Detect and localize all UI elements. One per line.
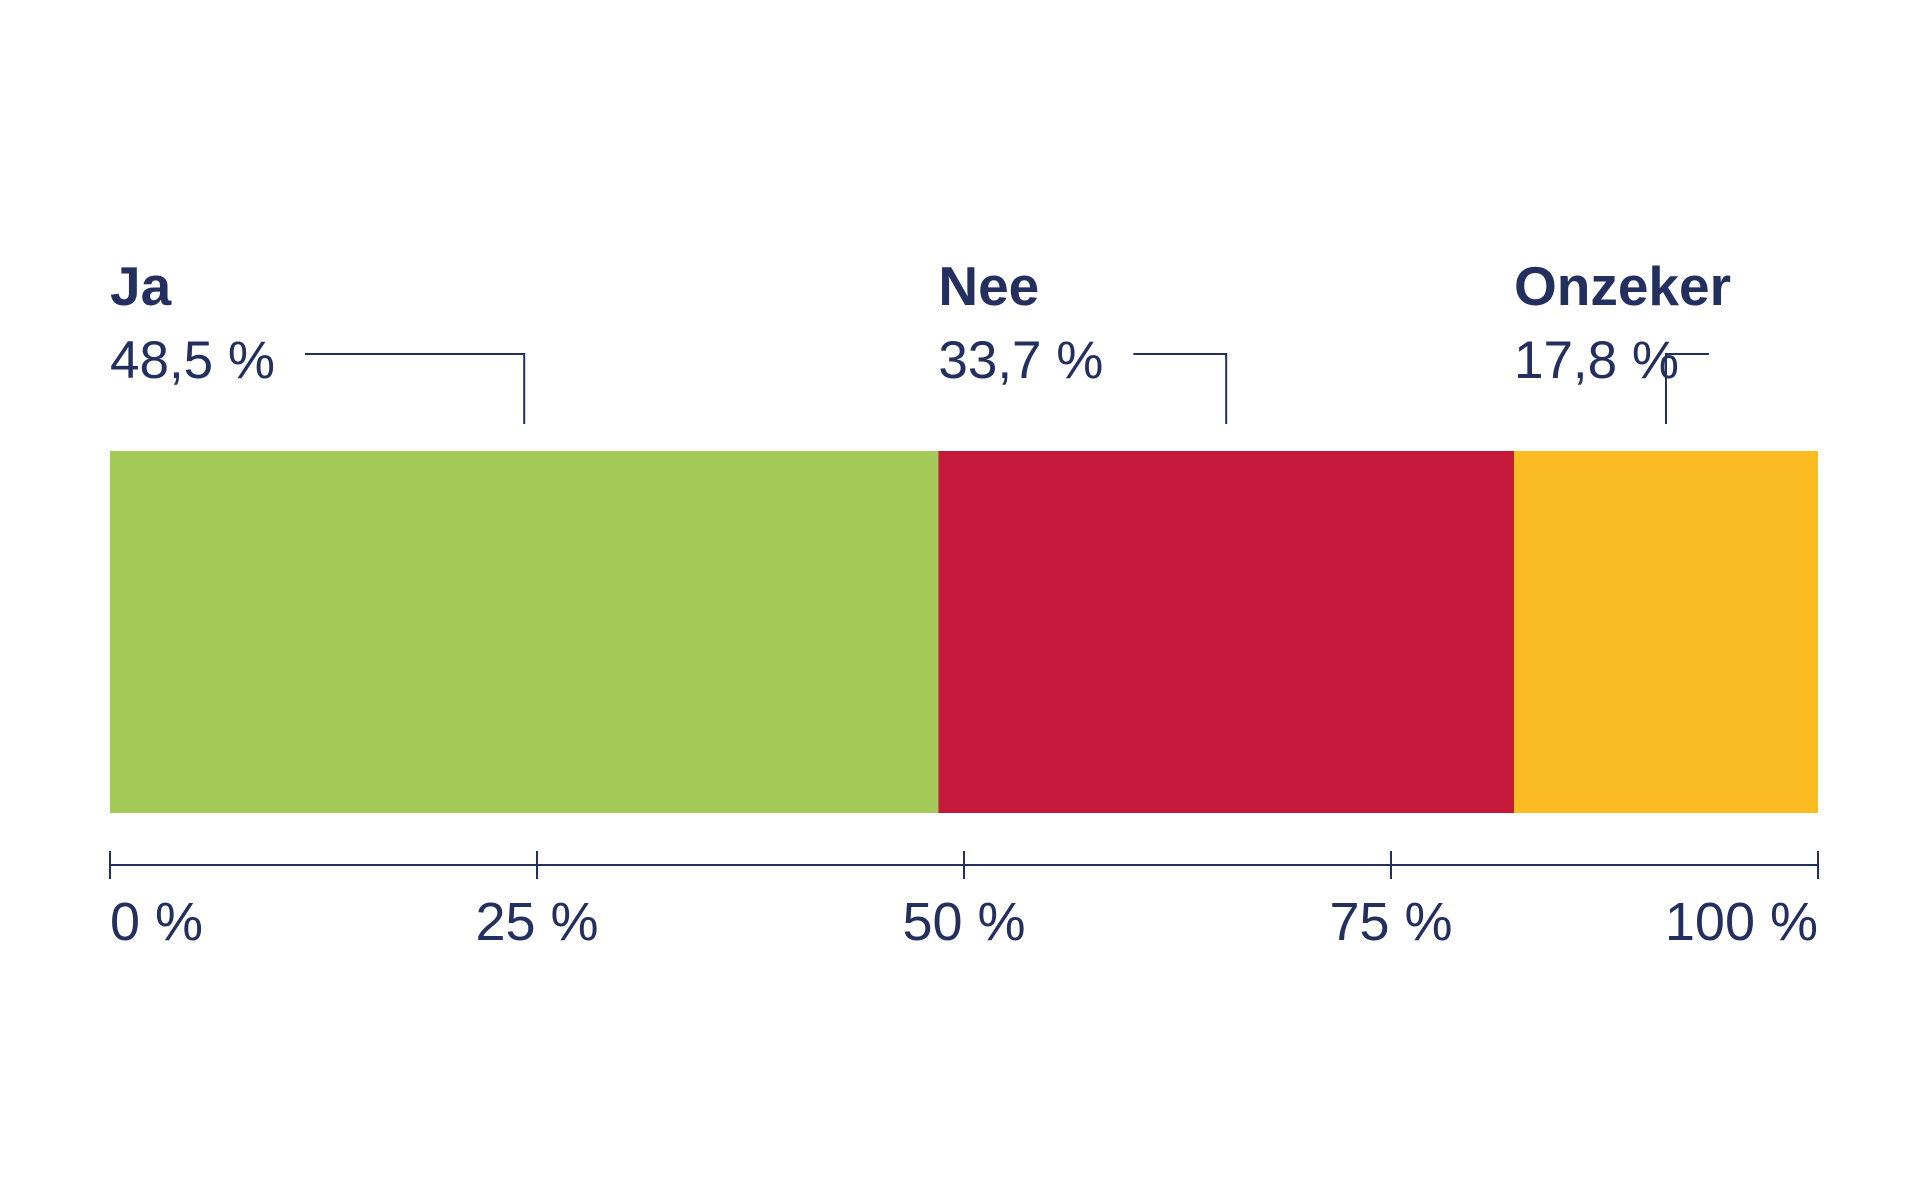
segment-value-ja: 48,5 % <box>110 331 275 390</box>
x-tick-label-50: 50 % <box>902 892 1025 952</box>
x-tick-label-25: 25 % <box>475 892 598 952</box>
x-axis: 0 % 25 % 50 % 75 % 100 % <box>109 851 1819 952</box>
leader-line-onzeker <box>1664 353 1709 424</box>
bar-segment-onzeker <box>1513 451 1818 813</box>
leader-line-ja <box>305 353 526 424</box>
segment-name-nee: Nee <box>938 255 1039 317</box>
x-tick-label-0: 0 % <box>110 892 203 952</box>
segment-name-onzeker: Onzeker <box>1514 255 1731 317</box>
leader-line-nee <box>1133 353 1228 424</box>
bar-segment-nee <box>938 451 1514 813</box>
bar-segment-ja <box>110 451 939 813</box>
x-tick-label-100: 100 % <box>1665 892 1818 952</box>
segment-name-ja: Ja <box>110 255 172 317</box>
bar-segments <box>110 451 1818 813</box>
segment-labels: Ja 48,5 % Nee 33,7 % Onzeker 17,8 % <box>110 255 1731 424</box>
x-tick-label-75: 75 % <box>1329 892 1452 952</box>
segment-value-onzeker: 17,8 % <box>1514 331 1679 390</box>
segment-value-nee: 33,7 % <box>938 331 1103 390</box>
